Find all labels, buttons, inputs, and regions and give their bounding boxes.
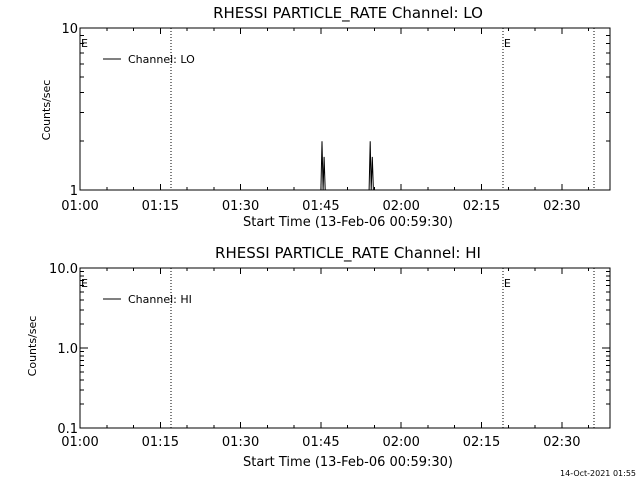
event-marker: E <box>81 277 88 290</box>
y-tick-labels: 0.1 1.0 10.0 <box>49 262 78 437</box>
x-axis-label: Start Time (13-Feb-06 00:59:30) <box>243 215 453 230</box>
x-tick-label: 01:45 <box>302 199 339 214</box>
x-tick-label: 02:00 <box>382 435 419 450</box>
x-tick-label: 02:00 <box>382 199 419 214</box>
x-axis-label: Start Time (13-Feb-06 00:59:30) <box>243 455 453 470</box>
x-tick-label: 02:30 <box>543 199 580 214</box>
event-marker: E <box>81 37 88 50</box>
x-tick-labels: 01:00 01:15 01:30 01:45 02:00 02:15 02:30 <box>61 199 580 214</box>
chart-title: RHESSI PARTICLE_RATE Channel: LO <box>213 4 483 23</box>
x-tick-label: 01:00 <box>61 199 98 214</box>
y-axis-label: Counts/sec <box>26 316 39 377</box>
event-marker: E <box>504 37 511 50</box>
x-tick-label: 01:30 <box>222 199 259 214</box>
event-marker: E <box>504 277 511 290</box>
x-tick-label: 02:15 <box>463 435 500 450</box>
y-tick-labels: 1 10 <box>61 22 78 199</box>
chart-title: RHESSI PARTICLE_RATE Channel: HI <box>215 244 481 263</box>
x-tick-label: 02:15 <box>463 199 500 214</box>
plot-frame <box>79 267 611 429</box>
y-tick-label: 1.0 <box>57 342 78 357</box>
y-axis-label: Counts/sec <box>40 80 53 141</box>
footer-timestamp: 14-Oct-2021 01:55 <box>560 469 636 478</box>
y-tick-label: 10 <box>61 22 78 37</box>
x-tick-label: 01:30 <box>222 435 259 450</box>
y-tick-label: 0.1 <box>57 422 78 437</box>
y-tick-label: 10.0 <box>49 262 78 277</box>
x-tick-label: 02:30 <box>543 435 580 450</box>
x-tick-label: 01:15 <box>142 435 179 450</box>
y-tick-label: 1 <box>70 184 78 199</box>
series-line <box>320 141 374 191</box>
hi-channel-panel: RHESSI PARTICLE_RATE Channel: HI Counts/… <box>26 244 611 470</box>
x-tick-label: 01:15 <box>142 199 179 214</box>
x-tick-label: 01:00 <box>61 435 98 450</box>
legend-label: Channel: LO <box>128 53 195 66</box>
legend-label: Channel: HI <box>128 293 192 306</box>
x-tick-label: 01:45 <box>302 435 339 450</box>
lo-channel-panel: RHESSI PARTICLE_RATE Channel: LO Counts/… <box>40 4 611 230</box>
x-tick-labels: 01:00 01:15 01:30 01:45 02:00 02:15 02:30 <box>61 435 580 450</box>
